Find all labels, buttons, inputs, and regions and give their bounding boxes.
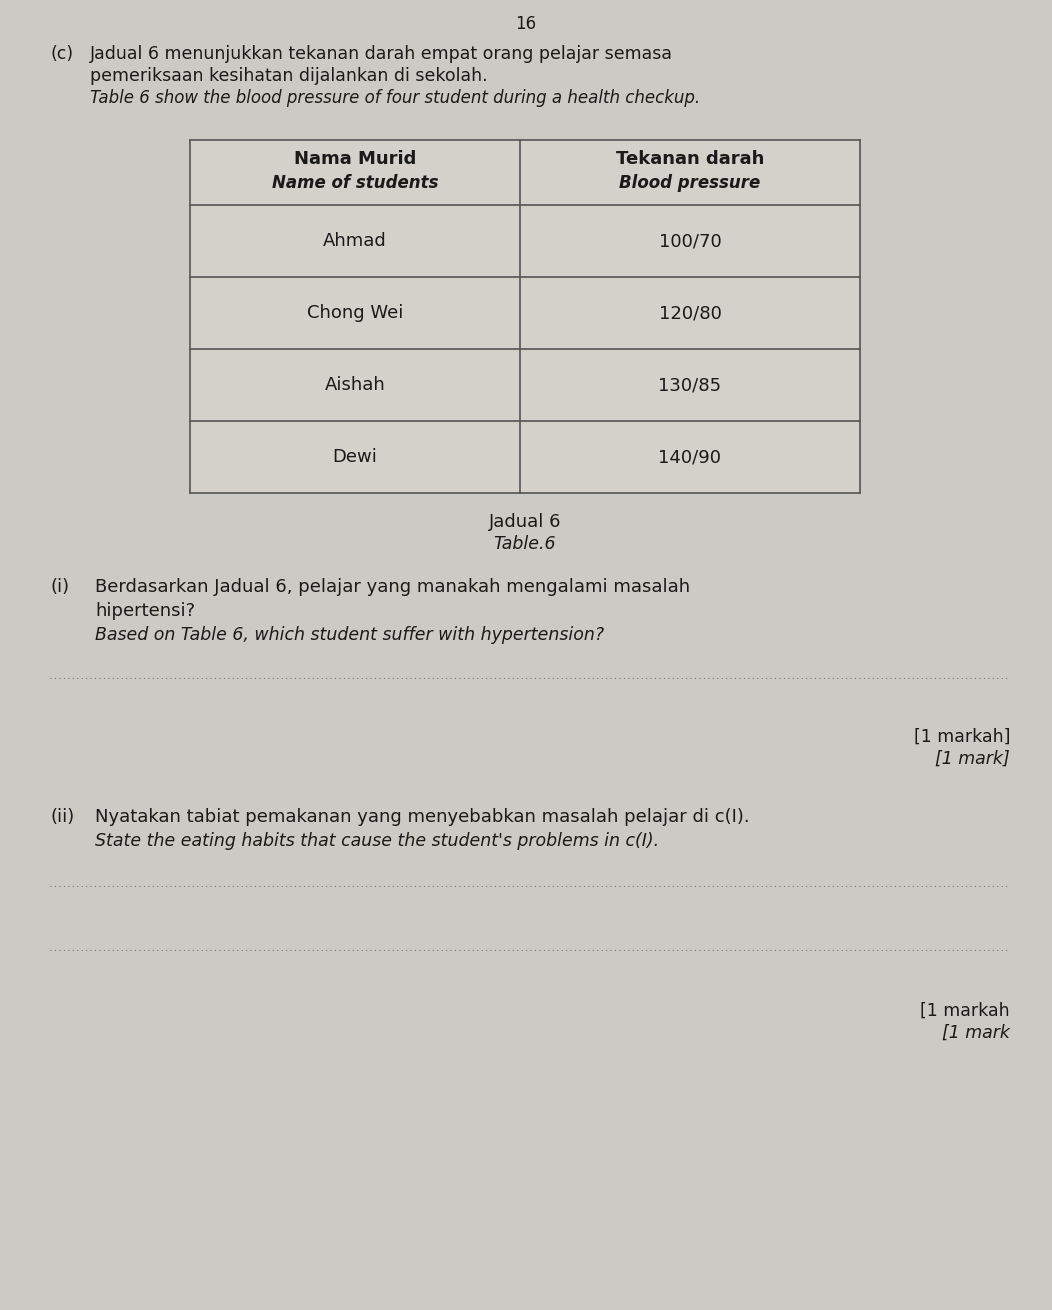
Text: Jadual 6: Jadual 6 [489,514,562,531]
Text: Based on Table 6, which student suffer with hypertension?: Based on Table 6, which student suffer w… [95,626,604,645]
Text: (i): (i) [50,578,69,596]
Text: Tekanan darah: Tekanan darah [615,149,764,168]
Text: pemeriksaan kesihatan dijalankan di sekolah.: pemeriksaan kesihatan dijalankan di seko… [90,67,488,85]
Text: (c): (c) [50,45,74,63]
Text: [1 markah: [1 markah [920,1002,1010,1020]
Text: Aishah: Aishah [325,376,385,394]
Text: Ahmad: Ahmad [323,232,387,250]
Text: 140/90: 140/90 [659,448,722,466]
Text: 130/85: 130/85 [659,376,722,394]
Text: 100/70: 100/70 [659,232,722,250]
Text: [1 markah]: [1 markah] [913,728,1010,745]
Text: 120/80: 120/80 [659,304,722,322]
Text: [1 mark]: [1 mark] [935,751,1010,768]
Text: [1 mark: [1 mark [942,1024,1010,1041]
Text: Chong Wei: Chong Wei [307,304,403,322]
Text: Jadual 6 menunjukkan tekanan darah empat orang pelajar semasa: Jadual 6 menunjukkan tekanan darah empat… [90,45,673,63]
Text: (ii): (ii) [50,808,75,827]
Text: Dewi: Dewi [332,448,378,466]
Text: State the eating habits that cause the student's problems in c(I).: State the eating habits that cause the s… [95,832,660,850]
Text: Berdasarkan Jadual 6, pelajar yang manakah mengalami masalah: Berdasarkan Jadual 6, pelajar yang manak… [95,578,690,596]
Text: Nyatakan tabiat pemakanan yang menyebabkan masalah pelajar di c(I).: Nyatakan tabiat pemakanan yang menyebabk… [95,808,750,827]
Text: Blood pressure: Blood pressure [620,173,761,191]
Text: hipertensi?: hipertensi? [95,603,195,620]
Bar [190,140,859,493]
Text: Nama Murid: Nama Murid [294,149,417,168]
Text: 16: 16 [515,14,537,33]
Text: Table 6 show the blood pressure of four student during a health checkup.: Table 6 show the blood pressure of four … [90,89,701,107]
Text: Name of students: Name of students [271,173,439,191]
Text: Table.6: Table.6 [493,534,557,553]
